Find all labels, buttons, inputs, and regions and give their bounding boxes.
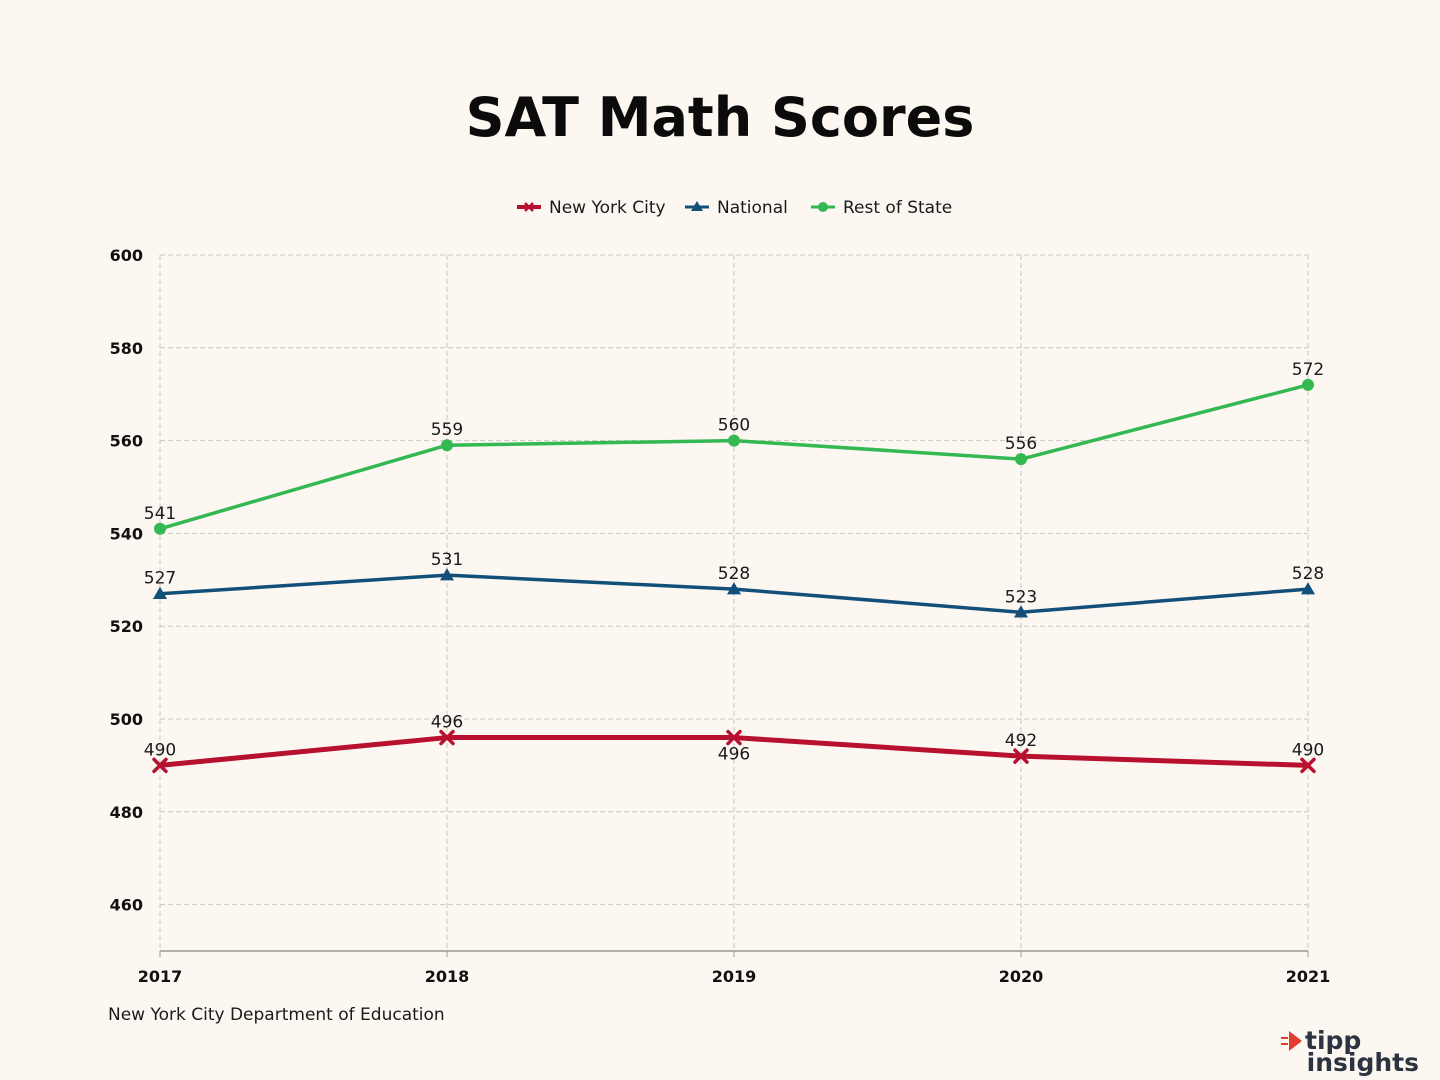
data-point-new-york-city: [726, 729, 742, 746]
y-tick-label: 600: [110, 246, 143, 265]
legend-label: New York City: [549, 198, 666, 218]
data-point-rest-of-state: [1015, 453, 1027, 466]
legend-label: Rest of State: [843, 198, 952, 218]
data-point-new-york-city: [152, 757, 168, 774]
series-rest-of-state: [154, 378, 1314, 535]
legend-item-national: National: [685, 198, 788, 218]
data-label-national: 523: [1005, 587, 1037, 607]
data-point-rest-of-state: [154, 522, 166, 535]
data-point-national: [1014, 605, 1028, 618]
brand-logo: tipp insights: [1281, 1026, 1419, 1077]
legend-marker-icon: [818, 202, 828, 212]
brand-line2: insights: [1307, 1048, 1419, 1077]
arrow-icon: [1281, 1031, 1302, 1051]
x-tick-label: 2020: [999, 967, 1044, 986]
legend-item-rest-of-state: Rest of State: [811, 198, 952, 218]
data-point-rest-of-state: [1302, 378, 1314, 391]
y-axis: 460 480 500 520 540 560 580 600: [110, 246, 143, 915]
data-point-rest-of-state: [728, 434, 740, 447]
data-label-new-york-city: 490: [1292, 740, 1324, 760]
y-tick-label: 500: [110, 710, 143, 729]
data-label-new-york-city: 492: [1005, 731, 1037, 751]
data-point-new-york-city: [1013, 748, 1029, 764]
data-labels: 490 496 496 492 490 527 531 528 523 528 541 559 560 5…: [144, 360, 1324, 765]
x-tick-label: 2019: [712, 967, 757, 986]
legend-label: National: [717, 198, 788, 218]
y-tick-label: 460: [110, 896, 143, 915]
data-label-new-york-city: 490: [144, 740, 176, 760]
data-point-new-york-city: [439, 729, 455, 746]
data-label-rest-of-state: 556: [1005, 434, 1037, 454]
data-point-national: [153, 586, 167, 599]
series-layer: [152, 378, 1316, 774]
data-point-new-york-city: [1300, 757, 1316, 774]
data-point-rest-of-state: [441, 439, 453, 452]
grid: [159, 254, 1309, 951]
y-tick-label: 540: [110, 524, 143, 543]
data-label-new-york-city: 496: [431, 713, 463, 733]
brand-line1: tipp: [1305, 1026, 1361, 1055]
y-tick-label: 580: [110, 339, 143, 358]
data-label-rest-of-state: 541: [144, 504, 176, 524]
y-tick-label: 520: [110, 617, 143, 636]
data-label-national: 528: [1292, 564, 1324, 584]
data-label-national: 527: [144, 569, 176, 589]
data-point-national: [727, 582, 741, 595]
data-label-national: 528: [718, 564, 750, 584]
legend-item-new-york-city: New York City: [517, 198, 666, 218]
x-axis: 2017 2018 2019 2020 2021: [138, 950, 1331, 986]
y-tick-label: 480: [110, 803, 143, 822]
legend-marker-icon: [691, 201, 703, 211]
x-tick-label: 2021: [1286, 967, 1331, 986]
data-label-rest-of-state: 560: [718, 416, 750, 436]
y-tick-label: 560: [110, 432, 143, 451]
data-label-national: 531: [431, 550, 463, 570]
legend: New York City National Rest of State: [517, 198, 952, 218]
legend-marker-icon: [524, 202, 534, 212]
series-national: [153, 568, 1315, 618]
data-label-new-york-city: 496: [718, 745, 750, 765]
data-label-rest-of-state: 559: [431, 420, 463, 440]
x-tick-label: 2017: [138, 967, 183, 986]
chart-title: SAT Math Scores: [466, 86, 975, 149]
data-point-national: [1301, 582, 1315, 595]
data-point-national: [440, 568, 454, 581]
series-new-york-city: [152, 729, 1316, 774]
data-label-rest-of-state: 572: [1292, 360, 1324, 380]
x-tick-label: 2018: [425, 967, 470, 986]
source-note: New York City Department of Education: [108, 1005, 445, 1025]
